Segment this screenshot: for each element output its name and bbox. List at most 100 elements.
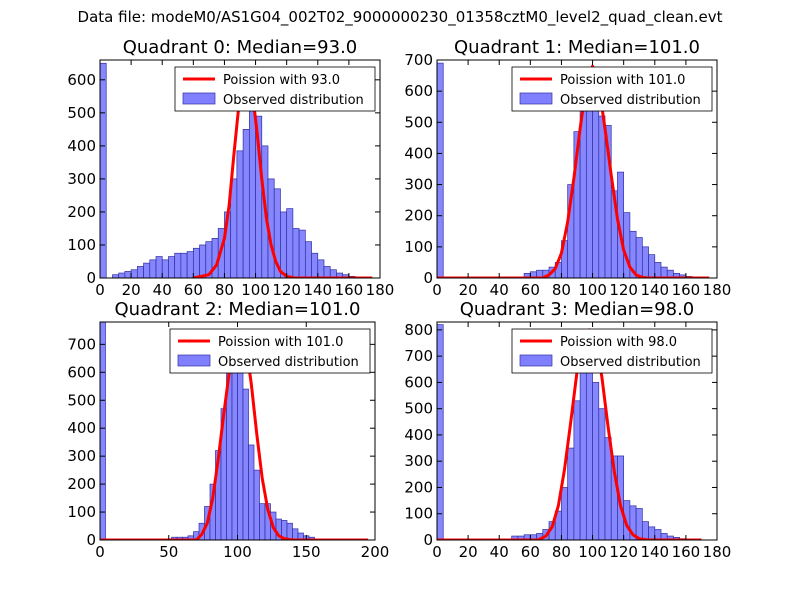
x-tick-label: 50 xyxy=(159,543,178,561)
histogram-bar xyxy=(149,259,157,278)
poisson-line xyxy=(193,71,373,278)
y-tick-label: 100 xyxy=(404,505,433,523)
x-tick-label: 0 xyxy=(432,281,442,299)
histogram-bar xyxy=(598,408,606,540)
y-tick-label: 500 xyxy=(404,113,433,131)
histogram-bar xyxy=(292,528,299,540)
x-tick-label: 20 xyxy=(459,281,478,299)
x-tick-label: 0 xyxy=(95,281,105,299)
histogram-bar xyxy=(654,529,662,540)
histogram-bar xyxy=(317,259,325,278)
legend-bar-swatch xyxy=(519,354,553,367)
histogram-bar xyxy=(259,503,266,540)
x-tick-label: 40 xyxy=(490,281,509,299)
x-tick-label: 120 xyxy=(609,543,638,561)
legend-bar-swatch xyxy=(177,354,211,367)
histogram-bar xyxy=(100,62,107,278)
x-tick-label: 100 xyxy=(578,543,607,561)
x-tick-label: 140 xyxy=(640,281,669,299)
histogram-bar xyxy=(130,269,138,278)
y-tick-label: 400 xyxy=(404,144,433,162)
panel-title: Quadrant 0: Median=93.0 xyxy=(123,37,358,58)
histogram-bar xyxy=(561,487,569,540)
y-tick-label: 500 xyxy=(67,391,96,409)
y-tick-label: 500 xyxy=(404,400,433,418)
y-tick-label: 700 xyxy=(67,335,96,353)
histogram-bar xyxy=(635,237,643,278)
x-tick-label: 40 xyxy=(153,281,172,299)
histogram-bar xyxy=(168,256,176,278)
x-tick-label: 180 xyxy=(703,543,732,561)
y-tick-label: 400 xyxy=(67,137,96,155)
y-tick-label: 100 xyxy=(404,238,433,256)
histogram-bar xyxy=(286,522,293,540)
y-tick-label: 200 xyxy=(67,475,96,493)
histogram-bar xyxy=(592,382,600,540)
legend-label-poisson: Poission with 101.0 xyxy=(218,335,343,350)
quadrant-panel-2: Quadrant 2: Median=101.0 0 50 100 150 200 0 100… xyxy=(67,299,389,561)
x-tick-label: 140 xyxy=(640,543,669,561)
y-tick-label: 0 xyxy=(423,269,433,287)
histogram-bar xyxy=(174,252,182,278)
x-tick-label: 0 xyxy=(95,543,105,561)
x-tick-label: 160 xyxy=(672,281,701,299)
histogram-bar xyxy=(567,447,575,540)
legend-label-poisson: Poission with 101.0 xyxy=(560,73,685,88)
histogram-bar xyxy=(641,521,649,540)
histogram-bar xyxy=(136,266,144,278)
histogram-bars xyxy=(100,322,315,540)
quadrant-panel-1: Quadrant 1: Median=101.00 20 40 60 80 100 120 1… xyxy=(404,37,731,299)
x-tick-label: 60 xyxy=(184,281,203,299)
histogram-bar xyxy=(253,469,260,540)
histogram-bar xyxy=(186,251,194,278)
histogram-bar xyxy=(100,322,106,540)
panel-title: Quadrant 2: Median=101.0 xyxy=(115,299,361,320)
y-tick-label: 600 xyxy=(404,82,433,100)
legend-label-observed: Observed distribution xyxy=(218,355,359,370)
plot-frame xyxy=(436,59,718,279)
histogram-bar xyxy=(437,324,444,540)
histogram-bar xyxy=(648,526,656,540)
legend-label-poisson: Poission with 93.0 xyxy=(223,73,340,88)
x-tick-label: 80 xyxy=(215,281,234,299)
histogram-bar xyxy=(248,444,255,540)
histogram-bar xyxy=(654,262,662,278)
y-tick-label: 100 xyxy=(67,236,96,254)
histogram-bar xyxy=(161,259,169,278)
histogram-bar xyxy=(592,109,600,278)
x-tick-label: 80 xyxy=(552,281,571,299)
y-tick-label: 200 xyxy=(404,478,433,496)
histogram-bar xyxy=(231,344,238,540)
histogram-bar xyxy=(292,228,300,278)
y-tick-label: 500 xyxy=(67,104,96,122)
y-tick-label: 400 xyxy=(67,419,96,437)
histogram-bar xyxy=(118,272,126,278)
quadrant-panel-0: Quadrant 0: Median=93.00 20 40 60 80 100 120 14… xyxy=(67,37,394,299)
histogram-bar xyxy=(598,115,606,278)
histogram-bar xyxy=(286,208,294,278)
y-tick-label: 800 xyxy=(404,321,433,339)
panel-title: Quadrant 1: Median=101.0 xyxy=(454,37,700,58)
histogram-bar xyxy=(280,211,288,278)
x-tick-label: 100 xyxy=(223,543,252,561)
x-tick-label: 120 xyxy=(609,281,638,299)
x-tick-label: 140 xyxy=(303,281,332,299)
legend-label-observed: Observed distribution xyxy=(560,355,701,370)
x-tick-label: 180 xyxy=(366,281,395,299)
histogram-bar xyxy=(573,400,581,540)
x-tick-label: 40 xyxy=(490,543,509,561)
histogram-bar xyxy=(237,355,244,540)
x-tick-label: 60 xyxy=(521,543,540,561)
x-tick-label: 100 xyxy=(241,281,270,299)
y-tick-label: 300 xyxy=(404,452,433,470)
histogram-bar xyxy=(641,246,649,278)
y-tick-label: 600 xyxy=(67,71,96,89)
histogram-bar xyxy=(124,271,132,278)
y-tick-label: 600 xyxy=(67,363,96,381)
x-tick-label: 120 xyxy=(272,281,301,299)
quadrant-panel-3: Quadrant 3: Median=98.00 20 40 60 80 100 120 14… xyxy=(404,299,731,561)
histogram-bar xyxy=(635,508,643,540)
plot-frame xyxy=(436,321,718,541)
x-tick-label: 60 xyxy=(521,281,540,299)
y-tick-label: 300 xyxy=(67,170,96,188)
